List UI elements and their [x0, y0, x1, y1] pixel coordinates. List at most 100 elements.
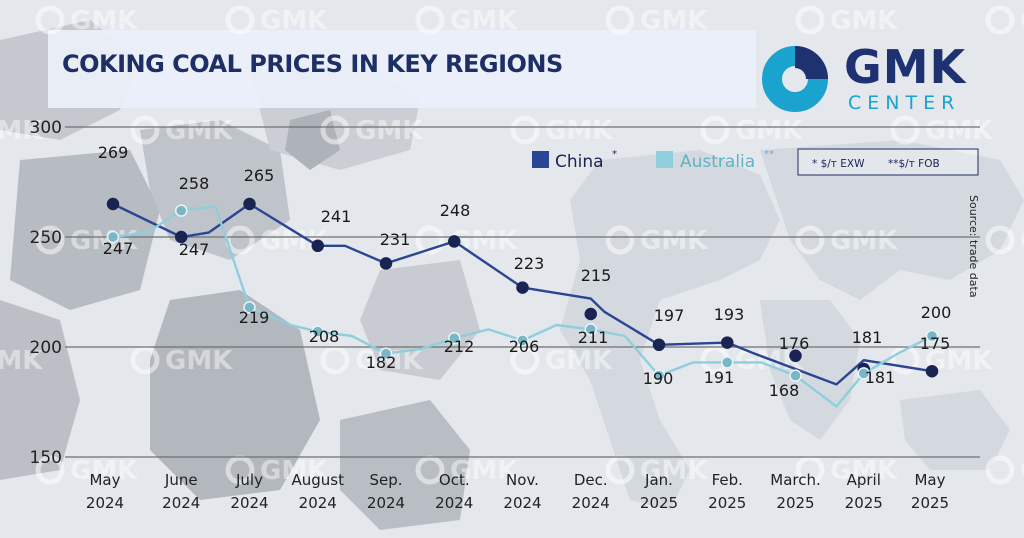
australia-point: [516, 334, 529, 347]
china-point: [789, 349, 802, 363]
watermark-ring-icon: [890, 115, 920, 145]
y-tick-label: 300: [30, 118, 62, 138]
title-band: [48, 30, 756, 108]
y-tick-label: 200: [30, 338, 62, 358]
watermark-text: GMK: [450, 6, 518, 36]
watermark-ring-icon: [795, 225, 825, 255]
australia-data-label: 258: [179, 174, 210, 193]
legend: China * Australia ** * $/т EXW **$/т FOB: [532, 148, 979, 176]
watermark-text: GMK: [545, 346, 613, 376]
watermark-text: GMK: [735, 116, 803, 146]
watermark-ring-icon: [320, 115, 350, 145]
watermark-ring-icon: [510, 345, 540, 375]
watermark-ring-icon: [985, 225, 1015, 255]
australia-data-label: 182: [366, 353, 397, 372]
china-point: [106, 197, 120, 211]
australia-data-label: 208: [309, 327, 340, 346]
legend-units-exw: * $/т EXW: [812, 158, 865, 170]
data-label-layer: 269 247 265 241 231 248 223 215 197 193 176 181 175 2…: [98, 143, 952, 400]
watermark-ring-icon: [415, 225, 445, 255]
china-point: [175, 230, 188, 244]
legend-australia-swatch: [656, 151, 673, 168]
watermark-text: GMK: [70, 6, 138, 36]
legend-australia-mark: **: [764, 149, 774, 160]
x-tick-label-month: Jan.: [644, 471, 673, 489]
x-tick-label-month: July: [235, 471, 263, 489]
watermark-text: GMK: [640, 6, 708, 36]
china-data-label: 248: [440, 201, 471, 220]
china-point: [721, 336, 734, 349]
china-data-label: 265: [244, 166, 275, 185]
coal-chunks-decoration: [0, 20, 480, 530]
x-tick-label-month: Oct.: [439, 471, 470, 489]
legend-china-label: China: [555, 152, 604, 172]
china-point: [652, 338, 666, 352]
legend-china-mark: *: [612, 149, 617, 160]
watermark-ring-icon: [795, 5, 825, 35]
watermark-ring-icon: [130, 115, 160, 145]
watermark-text: GMK: [0, 346, 43, 376]
china-point: [311, 239, 324, 253]
australia-data-label: 212: [444, 337, 475, 356]
logo-ring-icon: [762, 46, 828, 112]
logo-name: GMK: [844, 40, 967, 94]
australia-point: [448, 331, 461, 345]
x-tick-label-month: May: [914, 471, 945, 489]
australia-point: [925, 329, 939, 343]
watermark-text: GMK: [1020, 226, 1024, 256]
watermark-text: GMK: [640, 456, 708, 486]
china-data-label: 175: [920, 334, 951, 353]
watermark-text: GMK: [830, 456, 898, 486]
australia-point: [106, 230, 120, 244]
watermark-text: GMK: [355, 116, 423, 146]
watermark-text: GMK: [0, 116, 43, 146]
watermark-ring-icon: [320, 345, 350, 375]
australia-point: [721, 356, 734, 369]
watermark-text: GMK: [260, 6, 328, 36]
australia-series-line: [112, 205, 933, 408]
china-data-label: 215: [581, 266, 612, 285]
y-tick-label: 250: [30, 228, 62, 248]
china-data-label: 197: [654, 306, 685, 325]
watermark-text: GMK: [830, 226, 898, 256]
legend-units-fob: **$/т FOB: [888, 158, 940, 170]
y-tick-label: 150: [30, 448, 62, 468]
watermark-ring-icon: [225, 5, 255, 35]
watermark-text: GMK: [450, 226, 518, 256]
watermark-text: GMK: [545, 116, 613, 146]
australia-point: [311, 325, 324, 338]
australia-point: [379, 347, 393, 360]
x-tick-label-year: 2024: [435, 494, 473, 512]
china-point: [379, 257, 393, 270]
watermark-ring-icon: [35, 225, 65, 255]
x-tick-label-year: 2024: [367, 494, 405, 512]
china-data-label: 241: [321, 207, 352, 226]
china-data-label: 193: [714, 305, 745, 324]
watermark-ring-icon: [510, 115, 540, 145]
y-axis-ticks: 150 200 250 300: [30, 118, 62, 468]
watermark-ring-icon: [35, 455, 65, 485]
australia-data-label: 247: [103, 239, 134, 258]
legend-australia-label: Australia: [680, 152, 755, 172]
australia-point: [175, 204, 188, 217]
legend-china-swatch: [532, 151, 549, 168]
watermark-text: GMK: [165, 346, 233, 376]
australia-data-label: 211: [578, 328, 609, 347]
x-tick-label-year: 2024: [86, 494, 124, 512]
series-layer: [112, 202, 933, 408]
australia-data-label: 181: [865, 368, 896, 387]
logo-subtitle: CENTER: [848, 92, 961, 114]
china-point: [584, 307, 597, 321]
x-axis-ticks: May 2024 June 2024 July 2024 August 2024 Sep. 202…: [86, 471, 949, 512]
australia-point: [243, 301, 256, 314]
gmk-logo: GMK CENTER: [760, 40, 980, 120]
watermark-ring-icon: [35, 5, 65, 35]
watermark-ring-icon: [890, 345, 920, 375]
legend-units-box: [797, 148, 979, 176]
watermark-ring-icon: [985, 455, 1015, 485]
watermark-ring-icon: [700, 115, 730, 145]
watermark-text: GMK: [1020, 6, 1024, 36]
x-tick-label-year: 2025: [911, 494, 949, 512]
